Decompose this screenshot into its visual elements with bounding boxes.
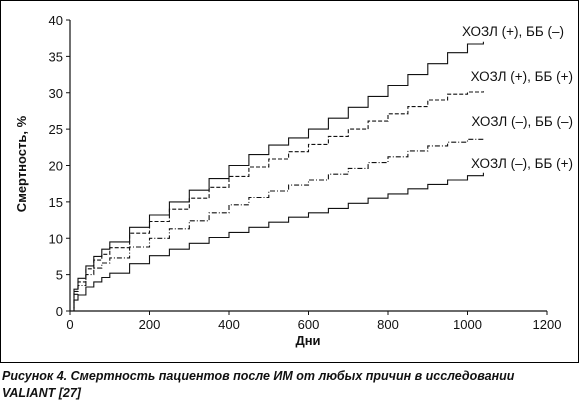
y-tick-label: 10 (49, 231, 63, 246)
x-tick-label: 800 (377, 317, 399, 332)
y-tick-label: 35 (49, 49, 63, 64)
y-tick-label: 30 (49, 86, 63, 101)
y-axis-title: Смертность, % (14, 115, 29, 212)
figure-panel: 0 5 10 15 20 25 30 35 40 0 200 400 600 800 1000 1200 ХО… (0, 0, 579, 363)
y-tick-label: 0 (56, 304, 63, 319)
series-line-3 (70, 137, 484, 312)
x-tick-label: 1000 (453, 317, 482, 332)
series-label-2: ХОЗЛ (+), ББ (+) (471, 69, 573, 84)
series-label-4: ХОЗЛ (–), ББ (+) (471, 156, 573, 171)
caption-line-1: Рисунок 4. Смертность пациентов после ИМ… (2, 369, 515, 383)
caption-line-2: VALIANT [27] (2, 386, 81, 400)
figure-caption: Рисунок 4. Смертность пациентов после ИМ… (2, 368, 579, 402)
series-line-4 (70, 172, 484, 312)
x-axis-title: Дни (295, 333, 320, 348)
x-tick-label: 0 (66, 317, 73, 332)
chart-series-lines (70, 41, 484, 312)
x-tick-label: 1200 (533, 317, 562, 332)
series-label-1: ХОЗЛ (+), ББ (–) (462, 24, 564, 39)
chart-series-labels: ХОЗЛ (+), ББ (–) ХОЗЛ (+), ББ (+) ХОЗЛ (–)… (462, 24, 573, 171)
series-line-2 (70, 91, 484, 312)
y-tick-label: 15 (49, 195, 63, 210)
series-line-1 (70, 41, 484, 312)
series-label-3: ХОЗЛ (–), ББ (–) (471, 114, 573, 129)
x-tick-label: 600 (298, 317, 320, 332)
y-tick-label: 5 (56, 268, 63, 283)
y-tick-label: 25 (49, 122, 63, 137)
x-tick-label: 400 (218, 317, 240, 332)
y-tick-label: 20 (49, 159, 63, 174)
x-tick-label: 200 (139, 317, 161, 332)
y-tick-label: 40 (49, 13, 63, 28)
